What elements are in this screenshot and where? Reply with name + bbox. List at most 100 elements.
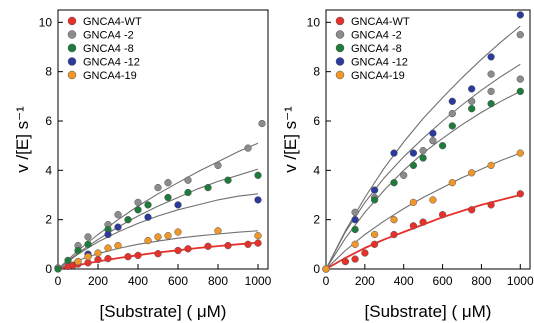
- data-point-gnca4-wt: [154, 250, 162, 258]
- data-point-gnca4-19: [114, 241, 122, 250]
- data-point-gnca4-2: [214, 161, 222, 170]
- data-point-gnca4-12: [516, 11, 524, 19]
- chart-panel-right: 0 200 400 600 800 1000 0 2 4 6 8 10 [Substrate] ( μM…: [281, 9, 534, 321]
- data-point-gnca4-2: [516, 31, 524, 39]
- data-point-gnca4-wt: [224, 241, 232, 250]
- data-point-gnca4-2: [429, 137, 437, 145]
- data-point-gnca4-8: [54, 265, 62, 273]
- data-point-gnca4-8: [164, 193, 172, 202]
- data-point-gnca4-wt: [390, 230, 398, 239]
- data-point-gnca4-12: [104, 230, 112, 239]
- data-point-gnca4-wt: [244, 240, 252, 248]
- fit-curve-gnca4-2: [57, 142, 259, 270]
- x-tick-label: 400: [128, 274, 148, 288]
- data-point-gnca4-19: [214, 227, 222, 235]
- legend-label: GNCA4-WT: [351, 16, 410, 28]
- fit-curve-gnca4-12: [325, 25, 521, 270]
- data-point-gnca4-8: [124, 216, 132, 224]
- data-point-gnca4-wt: [487, 201, 495, 209]
- legend-label: GNCA4-19: [83, 70, 137, 82]
- y-tick-label: 0: [313, 262, 320, 276]
- data-point-gnca4-8: [438, 142, 447, 150]
- data-point-gnca4-8: [134, 206, 142, 214]
- data-point-gnca4-2: [487, 70, 495, 78]
- data-point-gnca4-8: [351, 225, 359, 234]
- data-point-gnca4-19: [254, 232, 262, 240]
- chart-panel-left: 0 200 400 600 800 1000 0 2 4 6 8 10 [Substrate] ( μM…: [13, 9, 272, 321]
- y-tick-label: 6: [313, 114, 320, 128]
- x-axis-title: [Substrate] ( μM): [100, 302, 227, 321]
- data-point-gnca4-8: [144, 201, 152, 209]
- fit-curve-gnca4-12: [57, 193, 259, 270]
- data-point-gnca4-2: [400, 171, 408, 179]
- data-point-gnca4-2: [154, 183, 162, 192]
- x-tick-label: 1000: [507, 274, 534, 288]
- data-point-gnca4-12: [409, 149, 418, 157]
- data-point-gnca4-8: [84, 240, 92, 248]
- legend-label: GNCA4-WT: [83, 16, 142, 28]
- x-tick-label: 200: [355, 274, 375, 288]
- legend-marker-gnca4-8: [67, 43, 77, 53]
- x-tick-label: 0: [55, 274, 62, 288]
- legend-label: GNCA4 -2: [351, 30, 402, 42]
- data-point-gnca4-2: [134, 198, 142, 207]
- x-tick-label: 400: [394, 274, 414, 288]
- data-point-gnca4-19: [322, 265, 330, 273]
- data-point-gnca4-2: [164, 179, 172, 187]
- data-point-gnca4-wt: [516, 190, 524, 198]
- data-point-gnca4-wt: [94, 255, 102, 264]
- data-point-gnca4-12: [468, 85, 476, 93]
- legend-label: GNCA4 -8: [351, 43, 402, 55]
- data-point-gnca4-2: [468, 97, 476, 105]
- data-point-gnca4-2: [516, 75, 524, 83]
- data-point-gnca4-wt: [184, 245, 192, 253]
- y-tick-label: 0: [45, 262, 52, 276]
- data-point-gnca4-wt: [104, 254, 112, 263]
- data-point-gnca4-19: [351, 240, 359, 248]
- data-point-gnca4-12: [254, 196, 262, 204]
- legend-label: GNCA4 -2: [83, 30, 134, 42]
- data-point-gnca4-2: [258, 119, 266, 128]
- legend-marker-gnca4-12: [335, 57, 345, 66]
- data-point-gnca4-2: [448, 109, 456, 118]
- data-point-gnca4-19: [468, 169, 476, 177]
- x-tick-label: 600: [168, 274, 188, 288]
- y-tick-label: 2: [313, 213, 320, 227]
- x-tick-label: 600: [433, 274, 453, 288]
- x-tick-label: 800: [208, 274, 228, 288]
- legend-marker-gnca4-19: [67, 70, 77, 80]
- legend-marker-gnca4-12: [67, 57, 77, 66]
- data-point-gnca4-2: [419, 146, 427, 155]
- data-point-gnca4-wt: [124, 253, 132, 261]
- data-point-gnca4-19: [84, 253, 92, 261]
- data-point-gnca4-2: [244, 144, 252, 152]
- data-point-gnca4-19: [74, 257, 82, 266]
- y-tick-label: 4: [45, 163, 52, 177]
- data-point-gnca4-wt: [438, 211, 447, 219]
- y-tick-label: 4: [313, 163, 320, 177]
- data-point-gnca4-19: [429, 196, 437, 204]
- x-axis-title: [Substrate] ( μM): [365, 302, 492, 321]
- data-point-gnca4-19: [94, 249, 102, 257]
- data-point-gnca4-8: [74, 246, 82, 255]
- data-point-gnca4-8: [468, 105, 476, 113]
- legend-label: GNCA4 -12: [351, 57, 408, 69]
- y-tick-label: 8: [45, 65, 52, 79]
- data-point-gnca4-2: [184, 176, 192, 184]
- data-point-gnca4-19: [370, 230, 379, 239]
- data-point-gnca4-wt: [254, 239, 262, 247]
- data-point-gnca4-19: [516, 149, 524, 157]
- data-point-gnca4-wt: [361, 249, 369, 257]
- data-point-gnca4-2: [84, 233, 92, 241]
- data-point-gnca4-wt: [409, 222, 418, 230]
- data-point-gnca4-19: [174, 228, 182, 236]
- data-point-gnca4-12: [144, 213, 152, 221]
- data-point-gnca4-8: [184, 188, 192, 197]
- data-point-gnca4-19: [104, 244, 112, 252]
- data-point-gnca4-8: [419, 154, 427, 162]
- data-point-gnca4-2: [351, 208, 359, 216]
- y-axis-title: v /[E] s⁻¹: [281, 106, 300, 173]
- legend-marker-gnca4-2: [67, 30, 77, 39]
- data-point-gnca4-12: [487, 53, 495, 61]
